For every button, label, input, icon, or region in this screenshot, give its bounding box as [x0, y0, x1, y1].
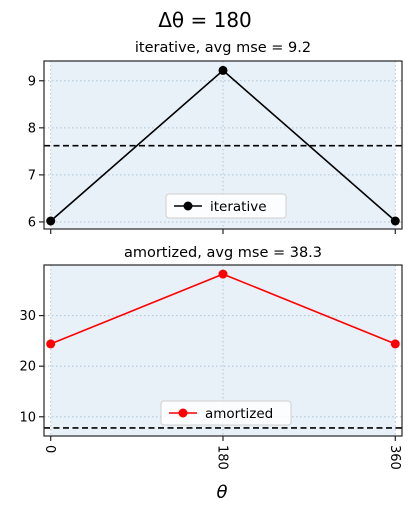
- subplot-iterative: 6 7 8 9 iterative, avg mse = 9.2 iterative: [28, 40, 403, 234]
- legend-box: [160, 400, 292, 426]
- figure-title: Δθ = 180: [158, 8, 252, 32]
- y-tick-label: 30: [19, 309, 36, 324]
- y-tick-label: 6: [28, 215, 36, 230]
- x-tick-label: 180: [215, 445, 230, 470]
- data-point: [390, 216, 400, 226]
- legend-box: [165, 193, 287, 219]
- subplot-amortized: 10 20 30 0 180 360 amortized, avg mse = 38.3 am…: [19, 245, 403, 470]
- subplot-title: amortized, avg mse = 38.3: [124, 245, 322, 261]
- subplot-title: iterative, avg mse = 9.2: [135, 40, 311, 56]
- legend-label: iterative: [210, 199, 267, 215]
- x-axis-label: θ: [216, 482, 227, 503]
- y-tick-label: 9: [28, 74, 36, 89]
- legend-label: amortized: [205, 406, 273, 422]
- y-tick-label: 20: [19, 360, 36, 375]
- data-point: [46, 216, 56, 226]
- data-point: [46, 339, 56, 349]
- data-point: [218, 269, 228, 279]
- legend: iterative: [165, 193, 287, 219]
- legend-marker: [178, 408, 188, 418]
- y-tick-label: 8: [28, 121, 36, 136]
- data-point: [218, 65, 228, 75]
- x-tick-label: 360: [387, 445, 402, 470]
- legend-marker: [183, 201, 193, 211]
- x-tick-label: 0: [42, 445, 57, 453]
- legend: amortized: [160, 400, 292, 426]
- data-point: [390, 339, 400, 349]
- y-tick-label: 10: [19, 410, 36, 425]
- y-tick-label: 7: [28, 168, 36, 183]
